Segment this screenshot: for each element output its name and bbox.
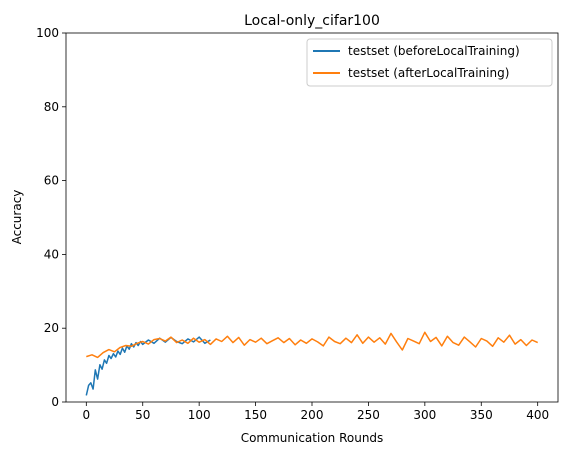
legend-label: testset (afterLocalTraining) (348, 66, 509, 80)
x-tick-label: 150 (244, 408, 267, 422)
y-tick-label: 60 (44, 174, 59, 188)
legend: testset (beforeLocalTraining) testset (af… (306, 38, 553, 87)
x-tick-label: 400 (526, 408, 549, 422)
y-tick-label: 20 (44, 321, 59, 335)
y-axis-label: Accuracy (10, 190, 24, 245)
x-axis: 0 50 100 150 200 250 300 350 400 (82, 402, 549, 422)
x-tick-label: 200 (301, 408, 324, 422)
x-tick-label: 50 (135, 408, 150, 422)
x-tick-label: 0 (82, 408, 90, 422)
y-tick-label: 100 (36, 26, 59, 40)
chart-title: Local-only_cifar100 (244, 13, 380, 29)
y-tick-label: 0 (51, 395, 59, 409)
y-axis: 0 20 40 60 80 100 (36, 26, 66, 409)
x-tick-label: 300 (413, 408, 436, 422)
x-tick-label: 100 (188, 408, 211, 422)
legend-label: testset (beforeLocalTraining) (348, 44, 520, 58)
y-tick-label: 80 (44, 100, 59, 114)
x-tick-label: 250 (357, 408, 380, 422)
x-axis-label: Communication Rounds (241, 431, 384, 445)
series-line-after (86, 331, 539, 359)
x-tick-label: 350 (470, 408, 493, 422)
y-tick-label: 40 (44, 247, 59, 261)
legend-box (306, 38, 553, 87)
